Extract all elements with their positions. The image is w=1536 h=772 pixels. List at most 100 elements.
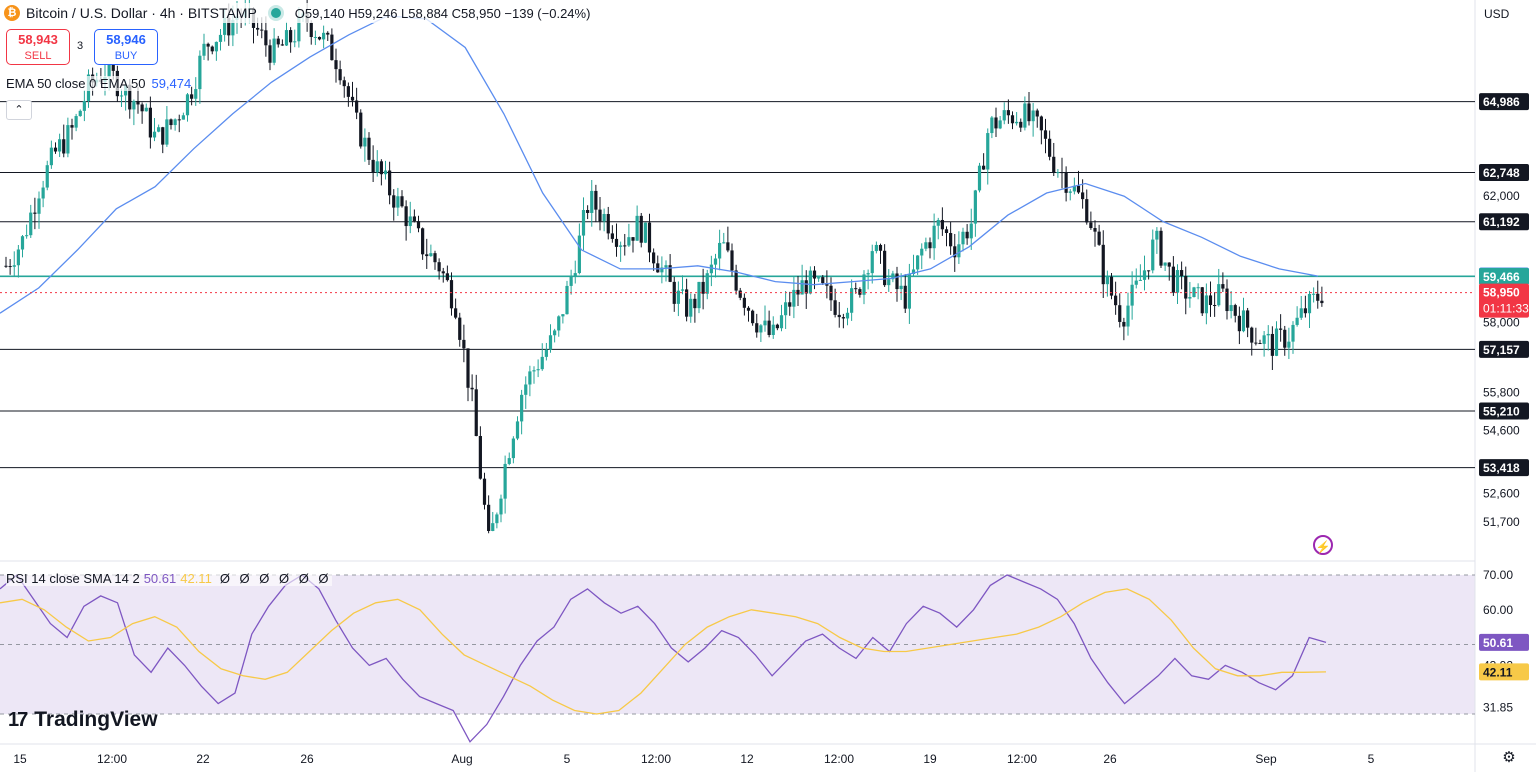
rsi-sma-line (0, 588, 1327, 715)
candle-body (152, 131, 157, 138)
candle-body (284, 30, 289, 46)
candle-body (82, 100, 86, 111)
price-badge-label: 53,418 (1483, 461, 1520, 475)
candle-body (524, 384, 528, 395)
candle-body (70, 125, 74, 128)
candle-body (726, 242, 730, 251)
candle-body (1081, 192, 1085, 200)
candle-body (713, 258, 718, 265)
candle-body (140, 104, 144, 112)
candle-body (495, 514, 499, 524)
candle-body (652, 252, 656, 264)
candle-body (37, 198, 41, 214)
candle-body (577, 235, 581, 274)
candle-body (982, 165, 986, 170)
candle-body (478, 436, 482, 479)
candle-body (957, 244, 961, 258)
candle-body (260, 29, 264, 31)
time-tick-label: 12 (740, 752, 754, 766)
buy-button[interactable]: 58,946 BUY (94, 29, 158, 65)
time-tick-label: 26 (1103, 752, 1117, 766)
candle-body (437, 262, 441, 272)
candle-body (812, 270, 817, 279)
candle-body (499, 498, 503, 515)
ema-legend[interactable]: EMA 50 close 0 EMA 50 59,474 (6, 76, 192, 91)
candle-body (78, 110, 82, 117)
candle-body (977, 165, 982, 191)
candle-body (771, 324, 775, 335)
candle-body (256, 27, 260, 30)
buy-label: BUY (114, 50, 138, 62)
candle-body (804, 280, 808, 294)
candle-body (177, 119, 181, 121)
candle-body (845, 312, 850, 319)
flash-icon[interactable]: ⚡ (1313, 535, 1333, 555)
candle-body (944, 229, 949, 234)
collapse-legend-button[interactable]: ⌃ (6, 100, 32, 120)
candle-body (907, 273, 911, 309)
candle-body (1076, 185, 1081, 193)
candle-body (462, 339, 466, 349)
candle-body (218, 34, 223, 42)
rsi-badge-label: 42.11 (1483, 665, 1513, 679)
candle-body (470, 387, 474, 390)
candle-body (627, 237, 631, 246)
candle-body (759, 325, 763, 333)
candle-body (656, 263, 660, 273)
candle-body (986, 133, 990, 170)
candle-body (383, 170, 388, 175)
candle-body (313, 36, 317, 38)
candle-body (767, 320, 771, 335)
candle-body (701, 281, 705, 294)
candle-body (487, 504, 491, 531)
candle-body (788, 302, 792, 307)
candle-body (825, 283, 829, 286)
price-badge-label: 64,986 (1483, 95, 1520, 109)
candle-body (1299, 308, 1303, 318)
sell-button[interactable]: 58,943 SELL (6, 29, 70, 65)
price-badge (1479, 93, 1529, 111)
candle-body (590, 190, 594, 213)
candle-body (1184, 275, 1188, 299)
candle-body (961, 231, 965, 245)
candle-body (928, 242, 932, 249)
candle-body (1171, 266, 1175, 293)
time-tick-label: 12:00 (824, 752, 854, 766)
candle-body (58, 139, 62, 152)
candle-body (1233, 305, 1237, 316)
candle-body (375, 161, 379, 173)
candle-body (685, 289, 689, 317)
candle-body (1295, 317, 1299, 325)
candle-body (20, 236, 25, 250)
candle-body (660, 267, 664, 273)
candle-body (1101, 244, 1105, 285)
candle-body (1142, 270, 1147, 280)
candle-body (751, 310, 755, 324)
candle-body (1320, 300, 1324, 304)
candle-body (1010, 115, 1015, 124)
rsi-tick-label: 31.85 (1483, 701, 1513, 715)
candle-body (198, 55, 202, 90)
rsi-badge-label: 50.61 (1483, 636, 1513, 650)
candle-body (1307, 293, 1312, 314)
candle-body (144, 107, 148, 112)
candle-body (1126, 305, 1130, 327)
candle-body (1312, 293, 1316, 295)
rsi-legend[interactable]: RSI 14 close SMA 14 2 50.61 42.11 Ø Ø Ø Ø Ø… (6, 571, 332, 586)
candle-body (1006, 110, 1010, 116)
candle-body (433, 253, 437, 263)
candle-body (214, 41, 218, 52)
candle-body (973, 190, 977, 224)
currency-selector[interactable]: USD (1484, 7, 1510, 21)
candle-body (371, 159, 375, 173)
candle-body (1155, 230, 1159, 240)
candle-body (949, 233, 953, 247)
ema-legend-value: 59,474 (151, 76, 192, 91)
tradingview-logo[interactable]: 17 TradingView (8, 708, 158, 732)
gear-icon[interactable]: ⚙ (1502, 749, 1516, 766)
symbol-title[interactable]: Bitcoin / U.S. Dollar · 4h · BITSTAMP (26, 5, 257, 21)
candle-body (866, 273, 870, 275)
candle-body (272, 38, 276, 63)
